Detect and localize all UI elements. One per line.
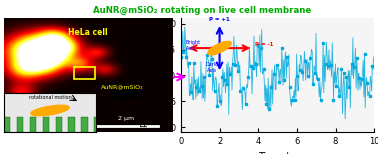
X-axis label: Time / s: Time / s bbox=[258, 152, 297, 154]
Bar bbox=[74, 67, 94, 79]
Circle shape bbox=[113, 85, 136, 101]
Text: 2 μm: 2 μm bbox=[118, 116, 135, 121]
Text: AuNR@mSiO₂: AuNR@mSiO₂ bbox=[101, 85, 144, 90]
Text: HeLa cell: HeLa cell bbox=[68, 28, 108, 37]
Text: AuNR@mSiO₂ rotating on live cell membrane: AuNR@mSiO₂ rotating on live cell membran… bbox=[93, 6, 311, 15]
Y-axis label: Polarization Anisotropy: Polarization Anisotropy bbox=[141, 23, 150, 128]
